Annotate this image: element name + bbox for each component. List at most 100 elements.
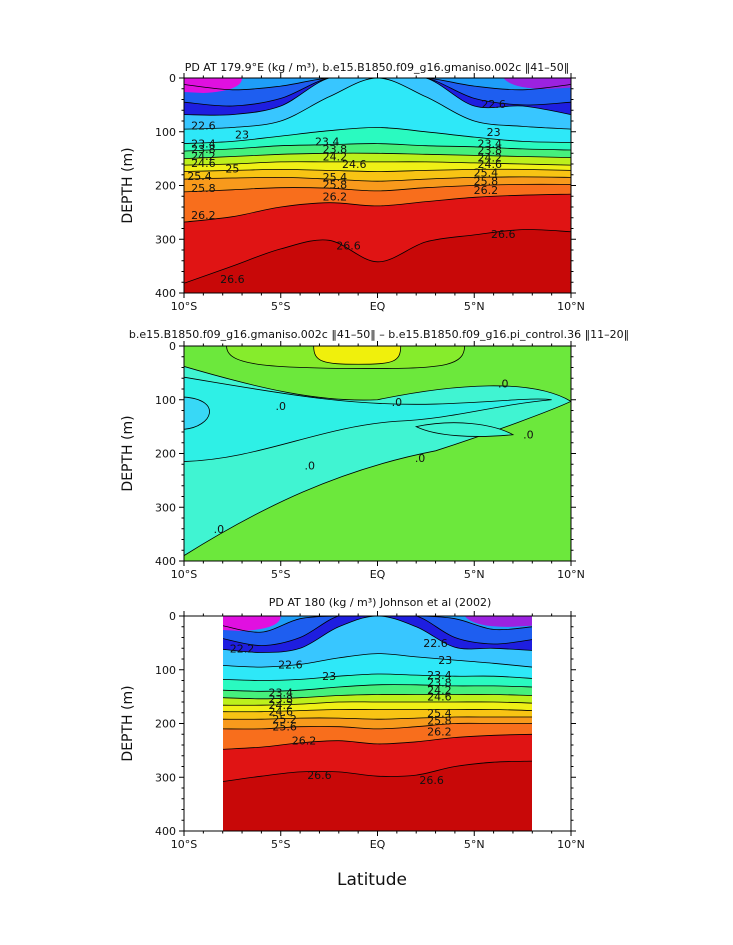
contour-label: .0 xyxy=(523,429,534,442)
y-tick-label: 100 xyxy=(155,126,176,139)
contour-label: .0 xyxy=(415,452,426,465)
x-tick-label: 10°S xyxy=(171,838,197,851)
contour-label: 23.8 xyxy=(427,677,452,690)
contour-label: .0 xyxy=(276,400,287,413)
density-band xyxy=(464,616,532,627)
x-axis-label: Latitude xyxy=(337,870,407,890)
contour-label: 26.2 xyxy=(323,190,348,203)
panel1-title: PD AT 179.9°E (kg / m³), b.e15.B1850.f09… xyxy=(185,61,570,74)
contour-line xyxy=(184,176,571,182)
contour-label: 25.2 xyxy=(272,713,297,726)
x-tick-label: 5°S xyxy=(271,300,290,313)
y-tick-label: 0 xyxy=(169,72,176,85)
y-tick-label: 100 xyxy=(155,394,176,407)
contour-label: 25.8 xyxy=(474,175,499,188)
contour-line xyxy=(184,78,571,130)
contour-label: 23 xyxy=(438,654,452,667)
panel2-title: b.e15.B1850.f09_g16.gmaniso.002c ‖41–50‖… xyxy=(129,328,629,341)
y-axis-label: DEPTH (m) xyxy=(120,147,136,223)
contour-label: 24.2 xyxy=(191,150,216,163)
y-tick-label: 0 xyxy=(169,610,176,623)
contour-line xyxy=(223,733,532,750)
x-tick-label: 10°N xyxy=(557,300,585,313)
contour-label: 23 xyxy=(487,126,501,139)
y-axis-label: DEPTH (m) xyxy=(120,685,136,761)
contour-label: 23.8 xyxy=(269,693,294,706)
contour-label: 23 xyxy=(235,128,249,141)
contour-line xyxy=(223,616,532,633)
contour-label: .0 xyxy=(498,378,509,391)
y-axis-label: DEPTH (m) xyxy=(120,415,136,491)
contour-line xyxy=(184,127,571,144)
anomaly-band xyxy=(184,396,210,430)
anomaly-band xyxy=(313,346,402,365)
y-tick-label: 300 xyxy=(155,233,176,246)
contour-label: 22.6 xyxy=(481,98,506,111)
contour-label: 25.4 xyxy=(427,707,452,720)
y-tick-label: 400 xyxy=(155,825,176,838)
x-tick-label: 5°S xyxy=(271,838,290,851)
panel3-title: PD AT 180 (kg / m³) Johnson et al (2002) xyxy=(269,596,492,609)
contour-line xyxy=(223,653,532,668)
contour-label: 24.2 xyxy=(323,150,348,163)
contour-label: 24.6 xyxy=(191,157,216,170)
contour-line xyxy=(184,168,571,172)
contour-label: 24.2 xyxy=(477,152,502,165)
x-tick-label: 10°N xyxy=(557,838,585,851)
contour-label: 22.6 xyxy=(423,637,448,650)
contour-label: 26.6 xyxy=(307,769,332,782)
y-tick-label: 400 xyxy=(155,555,176,568)
contour-label: .0 xyxy=(392,396,403,409)
contour-label: .0 xyxy=(214,523,225,536)
plot-frame xyxy=(183,615,572,832)
anomaly-band xyxy=(414,422,515,437)
contour-fill-group xyxy=(223,616,532,831)
contour-label: 25.4 xyxy=(474,167,499,180)
panel3-plot: 22.222.62323.423.824.224.625.225.626.226… xyxy=(120,610,585,851)
x-tick-label: EQ xyxy=(370,568,386,581)
contour-label: 26.2 xyxy=(191,209,216,222)
x-tick-label: 10°N xyxy=(557,568,585,581)
contour-line xyxy=(223,684,532,692)
contour-label: 23.8 xyxy=(477,144,502,157)
y-tick-label: 0 xyxy=(169,340,176,353)
contour-line xyxy=(184,161,571,166)
contour-label: 22.6 xyxy=(278,658,303,671)
contour-label: 22.6 xyxy=(191,119,216,132)
contour-line xyxy=(223,694,532,700)
contour-label: 25.6 xyxy=(272,721,297,734)
y-tick-label: 300 xyxy=(155,771,176,784)
contour-line xyxy=(223,616,532,647)
density-band xyxy=(223,616,532,646)
contour-label: 23 xyxy=(322,670,336,683)
contour-label: .0 xyxy=(305,459,316,472)
contour-line xyxy=(223,722,532,730)
anomaly-band xyxy=(184,376,552,462)
x-tick-label: 5°N xyxy=(464,838,485,851)
contour-fill-group xyxy=(184,78,571,293)
y-tick-label: 100 xyxy=(155,664,176,677)
contour-line xyxy=(223,673,532,681)
contour-label: 22.2 xyxy=(230,642,255,655)
x-tick-label: 10°S xyxy=(171,568,197,581)
x-tick-label: 5°N xyxy=(464,300,485,313)
contour-label: 24.2 xyxy=(427,684,452,697)
contour-label: 25.8 xyxy=(323,178,348,191)
plot-frame xyxy=(183,77,572,294)
contour-line xyxy=(184,183,571,193)
y-tick-label: 200 xyxy=(155,718,176,731)
x-tick-label: EQ xyxy=(370,300,386,313)
contour-label: 24.6 xyxy=(427,691,452,704)
contour-label: 26.6 xyxy=(220,273,245,286)
x-tick-label: 5°N xyxy=(464,568,485,581)
density-band xyxy=(184,78,571,90)
contour-label: 26.6 xyxy=(491,228,516,241)
contour-label: 25 xyxy=(225,162,239,175)
x-tick-label: 5°S xyxy=(271,568,290,581)
contour-label: 26.2 xyxy=(474,184,499,197)
contour-label: 23.4 xyxy=(427,669,452,682)
anomaly-fill-group xyxy=(184,346,571,561)
contour-label: 23.8 xyxy=(323,143,348,156)
density-band xyxy=(503,78,571,89)
